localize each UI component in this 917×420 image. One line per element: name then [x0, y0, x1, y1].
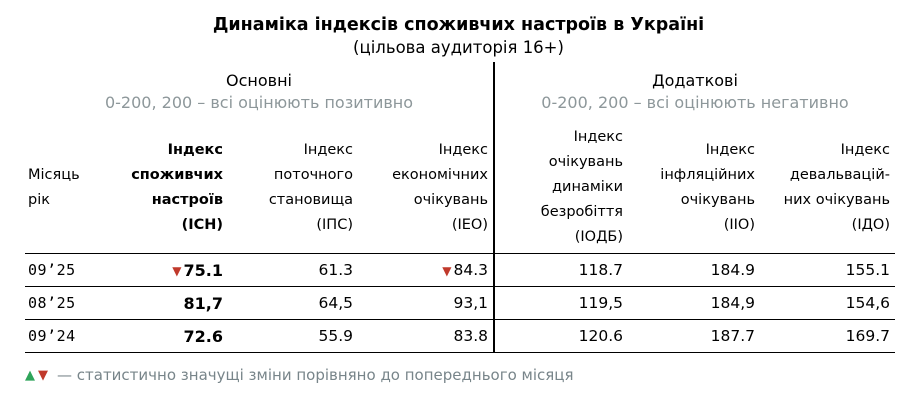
table-row-3-month: 09’24 [25, 320, 110, 353]
table-row-1-month: 09’25 [25, 254, 110, 287]
table-row-2-month: 08’25 [25, 287, 110, 320]
column-header-ieo: Індекс економічних очікувань (ІЕО) [358, 122, 493, 254]
column-header-iio: Індекс інфляційних очікувань (ІІО) [628, 122, 760, 254]
table-row-1-ido: 155.1 [760, 254, 895, 287]
table-row-2-ido: 154,6 [760, 287, 895, 320]
column-group-additional: Додаткові 0-200, 200 – всі оцінюють нега… [493, 62, 895, 122]
column-header-month: Місяць рік [25, 122, 110, 254]
group-additional-scale: 0-200, 200 – всі оцінюють негативно [541, 93, 849, 112]
table-row-3-ipc: 55.9 [228, 320, 358, 353]
column-header-icn: Індекс споживчих настроїв (ІСН) [110, 122, 228, 254]
table-row-2-iodb: 119,5 [493, 287, 628, 320]
column-header-ido: Індекс девальвацій- них очікувань (ІДО) [760, 122, 895, 254]
table-row-1-ieo: ▼ 84.3 [358, 254, 493, 287]
column-group-main: Основні 0-200, 200 – всі оцінюють позити… [25, 62, 493, 122]
group-main-label: Основні [226, 71, 292, 90]
column-header-iodb: Індекс очікувань динаміки безробіття (ІО… [493, 122, 628, 254]
table-row-1-iodb: 118.7 [493, 254, 628, 287]
page-title: Динаміка індексів споживчих настроїв в У… [212, 15, 705, 35]
table-row-1-icn-value: 75.1 [183, 260, 223, 280]
page-subtitle: (цільова аудиторія 16+) [353, 38, 564, 57]
table-row-3-ieo: 83.8 [358, 320, 493, 353]
significant-decrease-icon: ▼ [172, 263, 182, 278]
indices-table: Основні 0-200, 200 – всі оцінюють позити… [25, 62, 895, 353]
group-additional-label: Додаткові [652, 71, 738, 90]
significant-decrease-icon: ▼ [38, 367, 48, 383]
table-row-3-iodb: 120.6 [493, 320, 628, 353]
table-row-3-icn: 72.6 [110, 320, 228, 353]
footnote: ▲ ▼ — статистично значущі зміни порівнян… [25, 366, 917, 384]
table-row-2-ieo: 93,1 [358, 287, 493, 320]
table-row-1-ieo-value: 84.3 [453, 261, 488, 279]
table-row-2-ipc: 64,5 [228, 287, 358, 320]
table-row-1-icn: ▼ 75.1 [110, 254, 228, 287]
significant-decrease-icon: ▼ [442, 263, 452, 278]
table-row-1-ipc: 61.3 [228, 254, 358, 287]
table-row-3-iio: 187.7 [628, 320, 760, 353]
table-row-1-iio: 184.9 [628, 254, 760, 287]
column-header-ipc: Індекс поточного становища (ІПС) [228, 122, 358, 254]
group-main-scale: 0-200, 200 – всі оцінюють позитивно [104, 93, 414, 112]
table-row-3-ido: 169.7 [760, 320, 895, 353]
table-row-2-icn: 81,7 [110, 287, 228, 320]
table-row-2-iio: 184,9 [628, 287, 760, 320]
significant-increase-icon: ▲ [25, 367, 35, 383]
footnote-text: — статистично значущі зміни порівняно до… [57, 366, 574, 384]
